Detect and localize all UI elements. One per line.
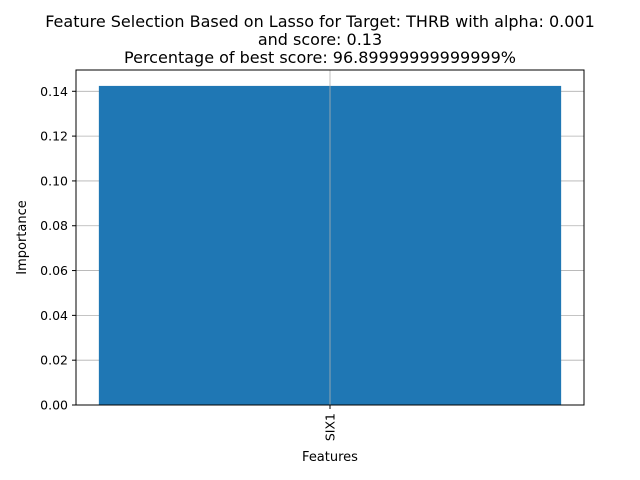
y-tick-label: 0.08 bbox=[40, 218, 68, 233]
y-tick-label: 0.00 bbox=[40, 398, 68, 413]
chart-title-line-1: Feature Selection Based on Lasso for Tar… bbox=[45, 12, 595, 31]
y-tick-label: 0.10 bbox=[40, 173, 68, 188]
chart-title-line-3: Percentage of best score: 96.89999999999… bbox=[124, 48, 516, 67]
x-axis-label: Features bbox=[302, 450, 358, 465]
y-tick-label: 0.12 bbox=[40, 129, 68, 144]
y-tick-label: 0.04 bbox=[40, 308, 68, 323]
chart-title-line-2: and score: 0.13 bbox=[257, 30, 383, 49]
y-tick-label: 0.02 bbox=[40, 353, 68, 368]
y-tick-label: 0.06 bbox=[40, 263, 68, 278]
y-tick-label: 0.14 bbox=[40, 84, 68, 99]
y-axis-label: Importance bbox=[15, 200, 30, 275]
x-tick-label: SIX1 bbox=[323, 413, 338, 441]
